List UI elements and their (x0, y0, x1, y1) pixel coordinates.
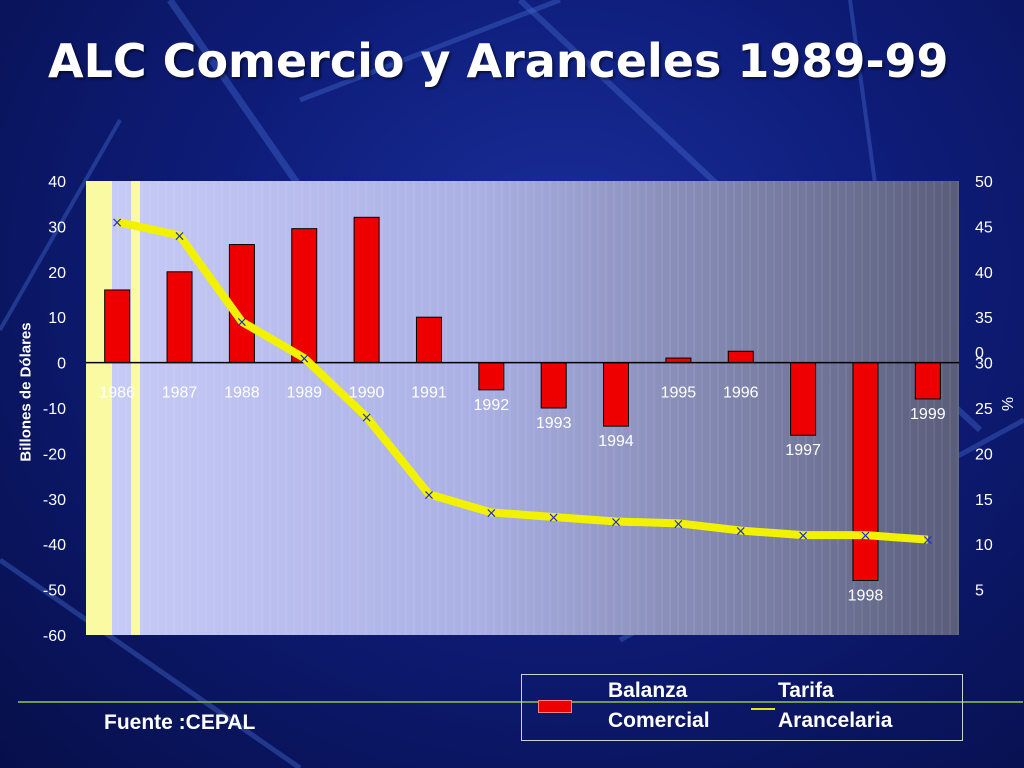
bar-1992 (478, 362, 505, 391)
chart-legend: Balanza Comercial Tarifa Arancelaria (521, 674, 963, 741)
tariff-point-1992: × (485, 505, 497, 521)
category-label: 1999 (910, 406, 946, 423)
y2-tick-label: 25 (975, 401, 993, 418)
y-tick-label: 40 (48, 174, 66, 191)
highlight-band (86, 181, 112, 635)
y-tick-label: 20 (48, 265, 66, 282)
y-tick-label: 30 (48, 219, 66, 236)
category-label: 1998 (848, 588, 884, 605)
legend-label-tarifa-2: Arancelaria (778, 709, 893, 732)
legend-label-tarifa-1: Tarifa (778, 679, 834, 702)
bar-1986 (104, 289, 131, 364)
slide-title: ALC Comercio y Aranceles 1989-99 (48, 34, 949, 88)
tariff-point-1991: × (423, 487, 435, 503)
tariff-point-1990: × (361, 410, 373, 426)
y2-tick-label: 40 (975, 265, 993, 282)
source-note: Fuente :CEPAL (104, 711, 256, 734)
legend-label-balanza-2: Comercial (608, 709, 710, 732)
bar-1989 (291, 228, 318, 364)
tariff-point-1996: × (735, 524, 747, 540)
category-label: 1991 (411, 385, 447, 402)
tariff-point-1994: × (610, 515, 622, 531)
bar-1993 (540, 362, 567, 409)
y2-tick-label: 30 (975, 356, 993, 373)
category-label: 1996 (723, 385, 759, 402)
y-tick-label: -50 (43, 583, 66, 600)
category-label: 1988 (224, 385, 260, 402)
tariff-point-1995: × (673, 516, 685, 532)
bar-1996 (727, 350, 754, 364)
legend-line-tarifa (751, 708, 775, 710)
category-label: 1992 (474, 397, 510, 414)
plot-area (86, 181, 959, 635)
y-tick-label: -20 (43, 446, 66, 463)
category-label: 1990 (349, 385, 385, 402)
y2-axis-title: % (998, 396, 1015, 412)
tariff-point-1997: × (797, 528, 809, 544)
y-tick-label: -30 (43, 492, 66, 509)
footer-rule (18, 701, 1023, 703)
bar-1991 (415, 316, 442, 364)
category-label: 1989 (286, 385, 322, 402)
tariff-point-1998: × (860, 528, 872, 544)
highlight-band (131, 181, 140, 635)
tariff-point-1988: × (236, 315, 248, 331)
y-tick-label: -40 (43, 537, 66, 554)
category-label: 1987 (162, 385, 198, 402)
y-tick-label: 0 (57, 356, 66, 373)
tariff-point-1993: × (548, 510, 560, 526)
tariff-point-1987: × (174, 228, 186, 244)
y2-tick-label: 45 (975, 219, 993, 236)
bar-1994 (603, 362, 630, 427)
bar-1987 (166, 271, 193, 364)
tariff-point-1989: × (298, 351, 310, 367)
legend-swatch-balanza (538, 700, 572, 713)
y2-tick-label: 20 (975, 446, 993, 463)
tariff-line (116, 217, 929, 544)
tariff-point-1999: × (922, 533, 934, 549)
y2-zero-label: 0 (975, 345, 984, 362)
y-tick-label: 10 (48, 310, 66, 327)
y-tick-label: -60 (43, 628, 66, 645)
bar-1998 (852, 362, 879, 582)
y2-tick-label: 35 (975, 310, 993, 327)
y2-tick-label: 15 (975, 492, 993, 509)
y2-tick-label: 10 (975, 537, 993, 554)
bar-1990 (353, 216, 380, 364)
bar-1997 (790, 362, 817, 436)
category-label: 1986 (99, 385, 135, 402)
category-label: 1995 (661, 385, 697, 402)
y-tick-label: -10 (43, 401, 66, 418)
category-label: 1997 (785, 442, 821, 459)
y2-tick-label: 5 (975, 583, 984, 600)
category-label: 1994 (598, 433, 634, 450)
y-axis-title: Billones de Dólares (17, 322, 35, 462)
y2-tick-label: 50 (975, 174, 993, 191)
bar-1999 (914, 362, 941, 400)
category-label: 1993 (536, 415, 572, 432)
legend-label-balanza-1: Balanza (608, 679, 688, 702)
tariff-point-1986: × (111, 215, 123, 231)
